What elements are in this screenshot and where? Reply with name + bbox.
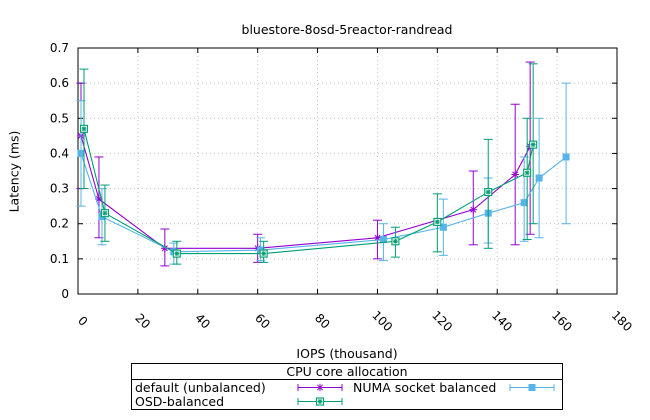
svg-text:0.6: 0.6 [50, 76, 69, 90]
chart-title: bluestore-8osd-5reactor-randread [241, 22, 453, 37]
legend-sample-numa-socket-balanced-icon [509, 384, 555, 391]
legend-box: CPU core allocation default (unbalanced)… [131, 363, 563, 410]
svg-text:100: 100 [369, 308, 395, 334]
svg-text:140: 140 [489, 308, 515, 334]
svg-text:0.3: 0.3 [50, 182, 69, 196]
legend-sample-default-unbalanced-icon [297, 383, 343, 392]
svg-text:40: 40 [192, 311, 213, 332]
svg-text:0.4: 0.4 [50, 146, 69, 160]
grid [77, 47, 618, 295]
y-tick-labels: 0 0.1 0.2 0.3 0.4 0.5 0.6 0.7 [50, 41, 69, 301]
svg-text:0.1: 0.1 [50, 252, 69, 266]
y-axis-label: Latency (ms) [6, 130, 22, 213]
svg-text:0.7: 0.7 [50, 41, 69, 55]
svg-text:20: 20 [132, 311, 153, 332]
svg-text:0: 0 [61, 287, 69, 301]
legend-title: CPU core allocation [132, 364, 562, 380]
svg-text:0.2: 0.2 [50, 217, 69, 231]
legend-label-osd-balanced: OSD-balanced [135, 394, 225, 409]
svg-text:80: 80 [312, 311, 333, 332]
x-axis-label: IOPS (thousand) [296, 346, 398, 361]
legend-label-numa-socket-balanced: NUMA socket balanced [353, 380, 497, 395]
axis-ticks [77, 47, 618, 295]
svg-text:160: 160 [549, 308, 575, 334]
x-tick-labels: 0 20 40 60 80 100 120 140 160 180 [75, 308, 635, 334]
svg-text:120: 120 [429, 308, 455, 334]
svg-text:180: 180 [609, 308, 635, 334]
svg-text:0.5: 0.5 [50, 111, 69, 125]
legend-sample-osd-balanced-icon [297, 397, 343, 406]
svg-text:0: 0 [75, 314, 90, 329]
plot-border [77, 47, 618, 295]
legend-label-default-unbalanced: default (unbalanced) [135, 380, 266, 395]
series-2 [79, 63, 538, 265]
svg-text:60: 60 [252, 311, 273, 332]
series-1 [76, 82, 571, 265]
